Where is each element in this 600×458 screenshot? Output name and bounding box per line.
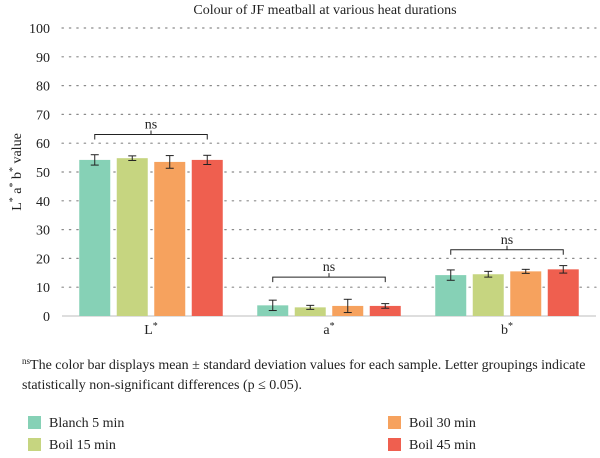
legend-swatch (28, 416, 41, 429)
legend-swatch (388, 416, 401, 429)
y-tick-label: 50 (36, 166, 50, 181)
y-tick-label: 80 (36, 80, 50, 95)
y-axis-label: L* a* b* value (8, 133, 26, 211)
x-tick-label: b* (501, 321, 513, 339)
legend-swatch (28, 438, 41, 451)
significance-label: ns (323, 260, 335, 275)
footnote-mark: ns (22, 356, 31, 366)
x-tick-label: a* (323, 321, 334, 339)
legend-label: Boil 30 min (409, 416, 476, 431)
bar-boil-15-min (472, 274, 504, 316)
significance-label: ns (501, 233, 513, 248)
legend-item-boil-30-min: Boil 30 min (388, 414, 476, 434)
bar-boil-30-min (510, 271, 542, 316)
significance-bracket (94, 130, 208, 140)
bar-blanch-5-min (435, 275, 467, 316)
bars (79, 158, 579, 316)
gridlines (61, 27, 597, 317)
y-tick-label: 60 (36, 137, 50, 152)
legend-swatch (388, 438, 401, 451)
legend-label: Boil 45 min (409, 438, 476, 453)
legend-item-boil-45-min: Boil 45 min (388, 436, 476, 456)
legend-label: Boil 15 min (49, 438, 116, 453)
legend: Blanch 5 min Boil 15 min Boil 30 min Boi… (28, 414, 588, 458)
y-tick-label: 30 (36, 224, 50, 239)
legend-item-boil-15-min: Boil 15 min (28, 436, 116, 456)
chart-title: Colour of JF meatball at various heat du… (193, 3, 456, 18)
legend-item-blanch-5-min: Blanch 5 min (28, 414, 124, 434)
bar-boil-45-min (191, 159, 223, 316)
y-tick-label: 100 (29, 22, 50, 37)
y-tick-label: 70 (36, 108, 50, 123)
legend-label: Blanch 5 min (49, 416, 125, 431)
footnote: nsThe color bar displays mean ± standard… (22, 356, 588, 396)
bar-boil-15-min (294, 307, 326, 316)
bar-chart: Colour of JF meatball at various heat du… (8, 3, 597, 339)
significance-bracket (272, 273, 386, 283)
bar-boil-30-min (154, 161, 186, 316)
bar-boil-45-min (547, 269, 579, 316)
bar-boil-15-min (116, 158, 148, 316)
significance-label: ns (145, 118, 157, 133)
y-tick-label: 40 (36, 195, 50, 210)
x-axis-ticks: L* a* b* (144, 321, 513, 339)
y-axis-ticks: 0 10 20 30 40 50 60 70 80 90 100 (29, 22, 50, 325)
y-tick-label: 0 (43, 310, 50, 325)
bar-boil-45-min (369, 305, 401, 316)
error-bars (90, 154, 568, 314)
bar-blanch-5-min (79, 159, 111, 316)
footnote-text: The color bar displays mean ± standard d… (22, 358, 586, 393)
y-tick-label: 90 (36, 51, 50, 66)
y-tick-label: 10 (36, 281, 50, 296)
significance-annotations: ns ns ns (94, 118, 564, 283)
y-tick-label: 20 (36, 252, 50, 267)
significance-bracket (450, 245, 564, 255)
x-tick-label: L* (144, 321, 158, 339)
